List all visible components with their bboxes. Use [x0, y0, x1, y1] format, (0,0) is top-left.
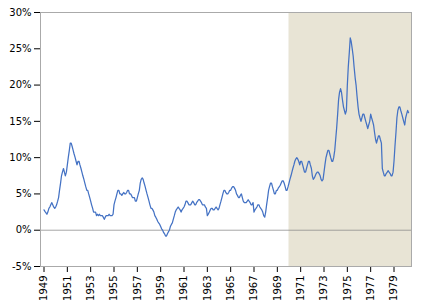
svg-text:1961: 1961 [178, 276, 189, 301]
svg-text:20%: 20% [9, 79, 31, 90]
svg-text:1953: 1953 [85, 276, 96, 301]
svg-text:1951: 1951 [62, 276, 73, 301]
svg-text:10%: 10% [9, 152, 31, 163]
svg-text:1949: 1949 [38, 276, 49, 301]
svg-text:25%: 25% [9, 43, 31, 54]
svg-text:1977: 1977 [365, 276, 376, 301]
svg-text:1959: 1959 [155, 276, 166, 301]
svg-text:1975: 1975 [342, 276, 353, 301]
svg-text:-5%: -5% [12, 261, 31, 272]
svg-text:1973: 1973 [318, 276, 329, 301]
svg-text:1965: 1965 [225, 276, 236, 301]
svg-text:1957: 1957 [132, 276, 143, 301]
svg-text:0%: 0% [16, 224, 32, 235]
svg-text:1955: 1955 [108, 276, 119, 301]
svg-text:1971: 1971 [295, 276, 306, 301]
svg-text:1967: 1967 [248, 276, 259, 301]
svg-text:15%: 15% [9, 116, 31, 127]
svg-text:1963: 1963 [202, 276, 213, 301]
svg-text:30%: 30% [9, 7, 31, 18]
svg-text:5%: 5% [16, 188, 32, 199]
svg-text:1979: 1979 [388, 276, 399, 301]
svg-text:1969: 1969 [272, 276, 283, 301]
